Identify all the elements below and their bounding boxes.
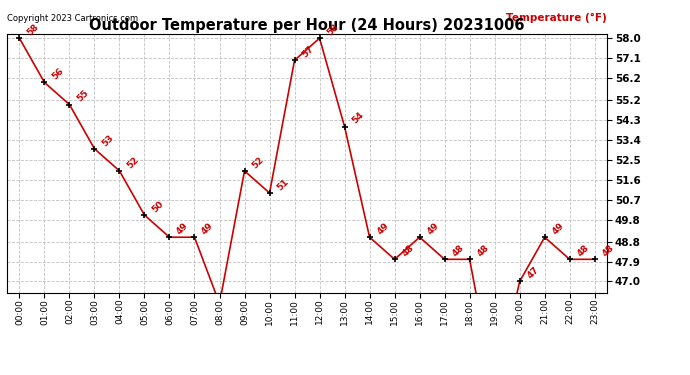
Text: 50: 50 <box>150 199 165 214</box>
Text: 48: 48 <box>600 243 615 258</box>
Text: 46: 46 <box>0 374 1 375</box>
Text: 51: 51 <box>275 177 290 192</box>
Text: 48: 48 <box>400 243 415 258</box>
Text: 57: 57 <box>300 44 315 60</box>
Text: 49: 49 <box>375 221 391 236</box>
Text: 42: 42 <box>0 374 1 375</box>
Text: 49: 49 <box>425 221 440 236</box>
Text: 52: 52 <box>125 155 140 170</box>
Text: 49: 49 <box>550 221 566 236</box>
Text: 47: 47 <box>525 265 540 280</box>
Text: 54: 54 <box>350 111 366 126</box>
Text: 48: 48 <box>475 243 491 258</box>
Text: 48: 48 <box>450 243 466 258</box>
Text: 58: 58 <box>325 22 340 38</box>
Text: 58: 58 <box>25 22 40 38</box>
Text: 55: 55 <box>75 88 90 104</box>
Text: Temperature (°F): Temperature (°F) <box>506 13 607 23</box>
Text: 53: 53 <box>100 133 115 148</box>
Text: 52: 52 <box>250 155 265 170</box>
Text: 49: 49 <box>200 221 215 236</box>
Title: Outdoor Temperature per Hour (24 Hours) 20231006: Outdoor Temperature per Hour (24 Hours) … <box>89 18 525 33</box>
Text: 56: 56 <box>50 66 65 82</box>
Text: 48: 48 <box>575 243 591 258</box>
Text: Copyright 2023 Cartronics.com: Copyright 2023 Cartronics.com <box>7 14 138 23</box>
Text: 49: 49 <box>175 221 190 236</box>
